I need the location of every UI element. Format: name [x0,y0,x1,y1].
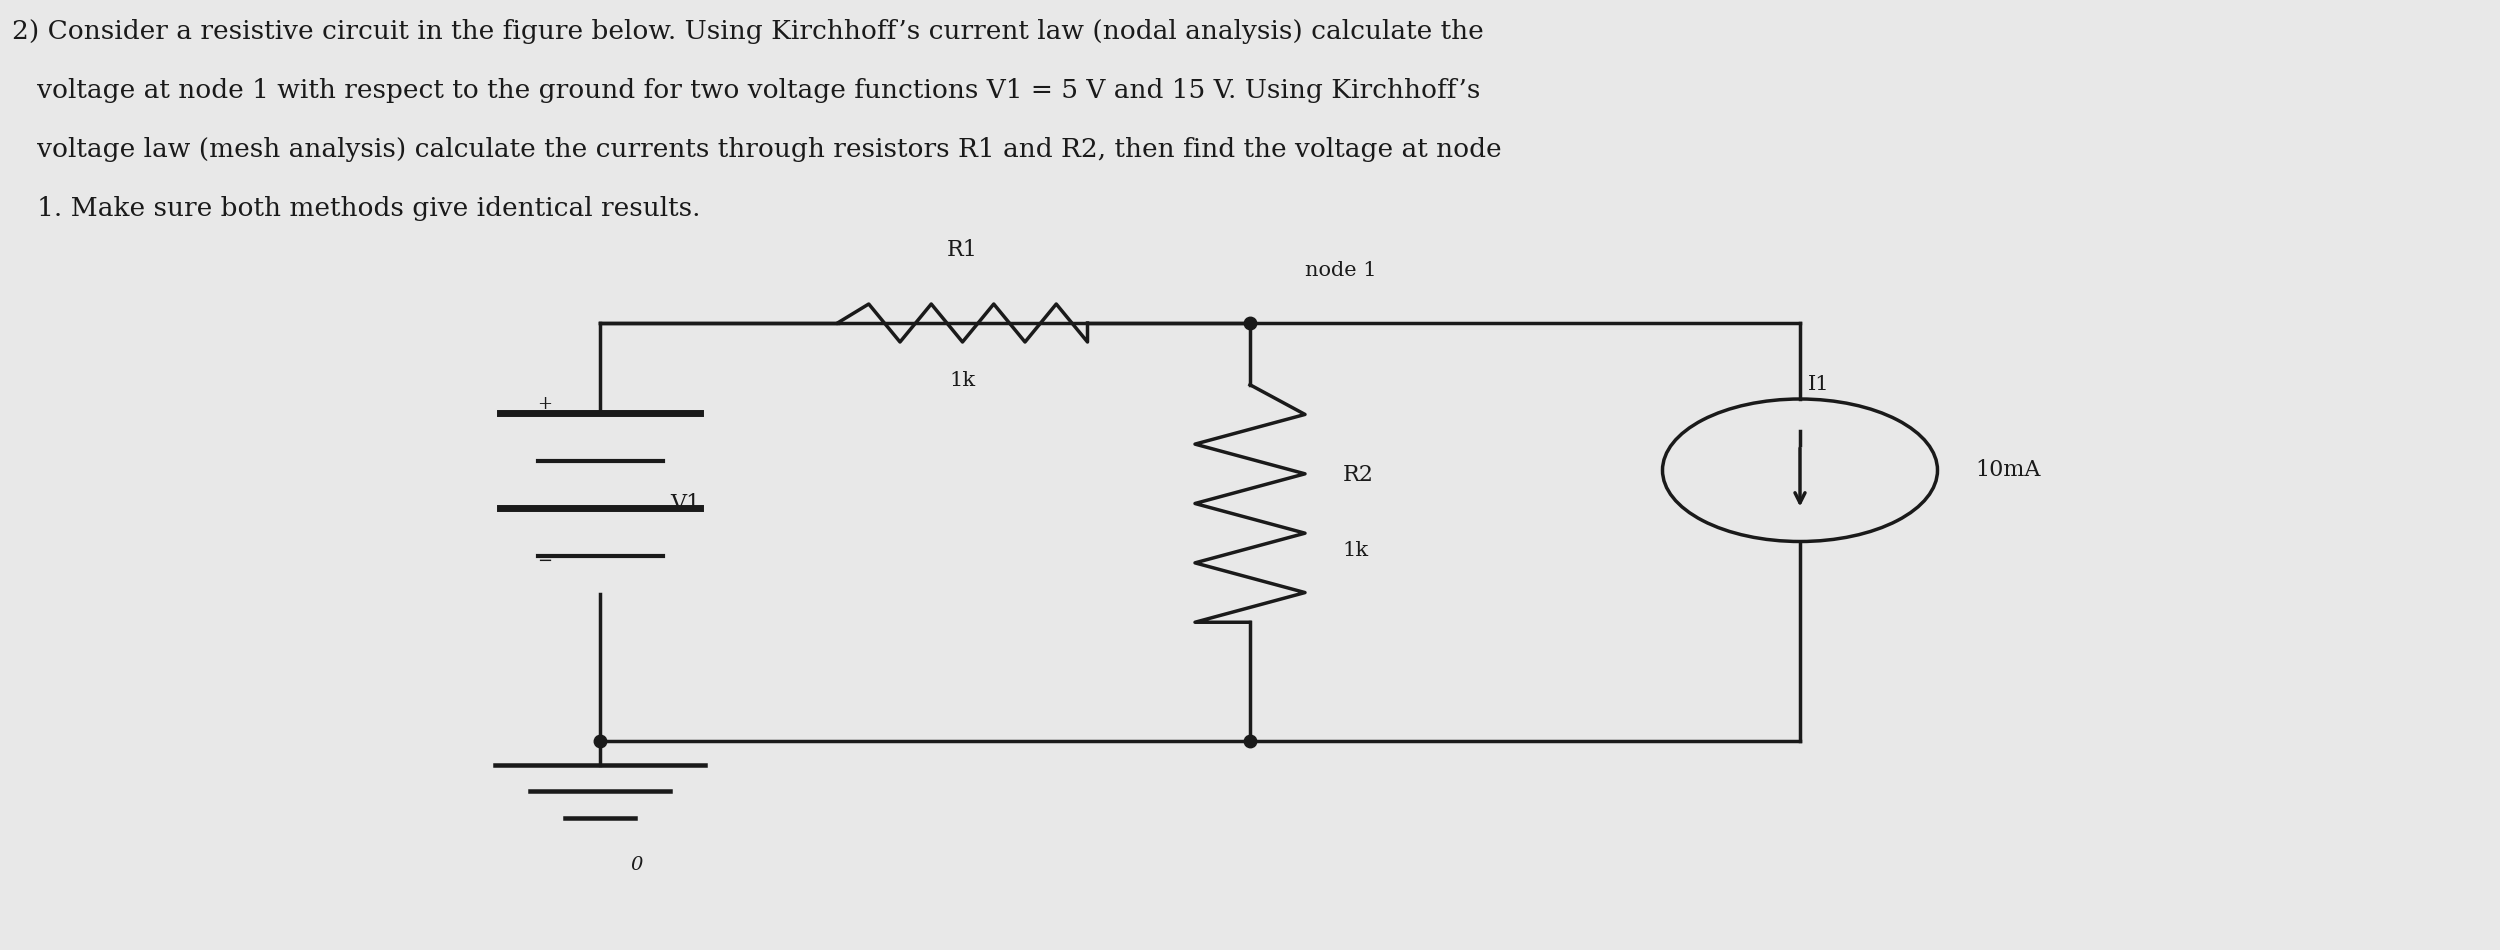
Text: 1. Make sure both methods give identical results.: 1. Make sure both methods give identical… [12,196,700,220]
Text: node 1: node 1 [1305,261,1378,280]
Text: 2) Consider a resistive circuit in the figure below. Using Kirchhoff’s current l: 2) Consider a resistive circuit in the f… [12,19,1485,44]
Text: +: + [538,395,552,412]
Text: 0: 0 [630,856,642,874]
Text: 1k: 1k [950,370,975,389]
Text: 1k: 1k [1342,542,1368,560]
Text: −: − [538,552,552,569]
Text: R2: R2 [1342,464,1372,486]
Text: voltage at node 1 with respect to the ground for two voltage functions V1 = 5 V : voltage at node 1 with respect to the gr… [12,78,1480,103]
Text: I1: I1 [1808,375,1830,394]
Text: 10mA: 10mA [1975,459,2040,482]
Text: R1: R1 [948,239,978,261]
Text: voltage law (mesh analysis) calculate the currents through resistors R1 and R2, : voltage law (mesh analysis) calculate th… [12,137,1502,162]
Text: V1: V1 [670,492,700,515]
